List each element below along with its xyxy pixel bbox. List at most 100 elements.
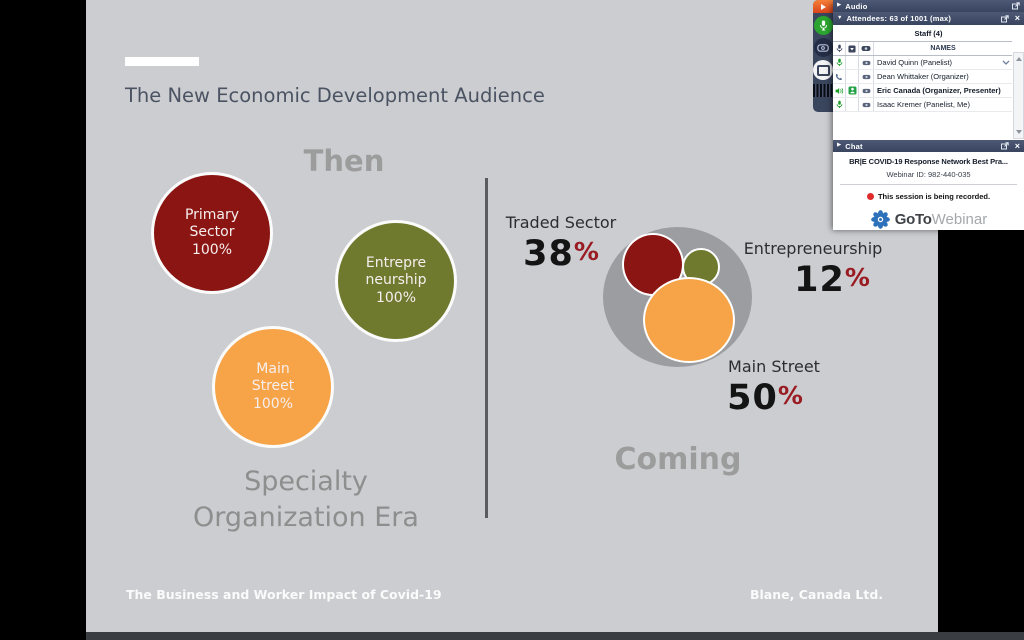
- specialty-era-caption: Specialty Organization Era: [156, 464, 456, 536]
- presentation-slide: The New Economic Development Audience Th…: [86, 0, 938, 632]
- stat-traded-sector: Traded Sector 38%: [461, 212, 661, 278]
- webcam-column-icon: [859, 42, 874, 55]
- collapse-panel-button[interactable]: [813, 0, 833, 13]
- daisy-icon: [870, 210, 890, 229]
- mute-button[interactable]: [813, 16, 833, 35]
- webcam-icon[interactable]: [859, 56, 874, 69]
- audio-section-title: Audio: [845, 1, 868, 11]
- recording-text: This session is being recorded.: [877, 192, 991, 201]
- arrow-right-icon: [820, 3, 826, 10]
- presenter-cell: [846, 98, 859, 111]
- attendees-scrollbar[interactable]: [1013, 52, 1024, 139]
- circle-text: Main: [256, 360, 290, 377]
- stat-percent: %: [777, 381, 803, 410]
- divider: [840, 184, 1017, 185]
- circle-text: Sector: [189, 224, 235, 241]
- stat-label: Traded Sector: [505, 213, 617, 232]
- close-icon[interactable]: ×: [1014, 140, 1020, 151]
- coming-heading: Coming: [614, 442, 742, 477]
- stat-entrepreneurship: Entrepreneurship 12%: [713, 238, 913, 304]
- slide-accent-bar: [125, 57, 199, 66]
- attendee-row[interactable]: David Quinn (Panelist): [833, 56, 1012, 70]
- speaker-active-icon[interactable]: [833, 84, 846, 97]
- webcam-icon[interactable]: [859, 84, 874, 97]
- presenter-cell: [846, 56, 859, 69]
- chat-section-title: Chat: [845, 141, 863, 151]
- webcam-icon[interactable]: [859, 98, 874, 111]
- stat-number: 38: [523, 234, 574, 274]
- circle-text: neurship: [365, 272, 427, 289]
- era-line: Specialty: [244, 466, 368, 497]
- then-heading: Then: [303, 144, 385, 178]
- recording-notice: This session is being recorded.: [833, 192, 1024, 201]
- scroll-down-icon[interactable]: [1016, 130, 1022, 134]
- circle-value: 100%: [375, 289, 417, 306]
- mic-on-icon[interactable]: [833, 56, 846, 69]
- phone-icon[interactable]: [833, 70, 846, 83]
- expand-arrow-icon[interactable]: ▶: [837, 2, 842, 9]
- webinar-topic: BR|E COVID-19 Response Network Best Pra.…: [849, 157, 1008, 166]
- circle-text: Primary: [184, 206, 240, 223]
- circle-text: Street: [251, 378, 295, 395]
- webcam-icon: [817, 43, 829, 52]
- chat-section: BR|E COVID-19 Response Network Best Pra.…: [833, 152, 1024, 230]
- attendee-name: Isaac Kremer (Panelist, Me): [877, 100, 970, 109]
- staff-group-header: Staff (4): [914, 29, 943, 38]
- presenter-badge-icon: [846, 84, 859, 97]
- mic-on-icon[interactable]: [833, 98, 846, 111]
- stat-percent: %: [844, 263, 870, 292]
- presenter-cell: [846, 70, 859, 83]
- webinar-id: Webinar ID: 982-440-035: [886, 170, 971, 179]
- attendee-row[interactable]: Isaac Kremer (Panelist, Me): [833, 98, 1012, 112]
- expand-arrow-icon[interactable]: ▶: [837, 142, 842, 149]
- popout-icon[interactable]: [1012, 2, 1020, 10]
- grab-handle[interactable]: [813, 84, 833, 97]
- attendee-name: Eric Canada (Organizer, Presenter): [877, 86, 1001, 95]
- attendees-list: Staff (4) NAMES: [833, 25, 1024, 140]
- slide-title: The New Economic Development Audience: [125, 84, 545, 107]
- bottom-strip: [86, 632, 1024, 640]
- chat-section-header[interactable]: ▶ Chat ×: [833, 140, 1024, 152]
- gotowebinar-control-panel: ▶ Audio ▼ Attendees: 63 of 1001 (max) × …: [833, 0, 1024, 230]
- stat-number: 50: [727, 378, 778, 418]
- collapse-arrow-icon[interactable]: ▼: [837, 14, 843, 21]
- webcam-icon[interactable]: [859, 70, 874, 83]
- record-dot-icon: [866, 193, 874, 200]
- chevron-down-icon[interactable]: [1002, 58, 1010, 67]
- circle-value: 100%: [252, 395, 294, 412]
- screen-share-button[interactable]: [813, 60, 833, 80]
- stat-percent: %: [573, 237, 599, 266]
- audio-section-header[interactable]: ▶ Audio: [833, 0, 1024, 12]
- names-column-header: NAMES: [930, 45, 956, 52]
- attendee-row[interactable]: Dean Whittaker (Organizer): [833, 70, 1012, 84]
- circle-value: 100%: [191, 241, 233, 258]
- webcam-button[interactable]: [813, 38, 833, 57]
- attendees-section-header[interactable]: ▼ Attendees: 63 of 1001 (max) ×: [833, 12, 1024, 25]
- attendee-name: David Quinn (Panelist): [877, 58, 953, 67]
- popout-icon[interactable]: [1000, 14, 1009, 23]
- stat-label: Main Street: [728, 357, 820, 376]
- attendees-section-title: Attendees: 63 of 1001 (max): [846, 14, 952, 23]
- close-icon[interactable]: ×: [1014, 13, 1020, 23]
- gotowebinar-grab-tab[interactable]: [813, 0, 833, 112]
- vertical-divider: [485, 178, 488, 518]
- attendee-table-header: NAMES: [833, 41, 1012, 56]
- attendee-row[interactable]: Eric Canada (Organizer, Presenter): [833, 84, 1012, 98]
- attendee-name: Dean Whittaker (Organizer): [877, 72, 969, 81]
- stat-main-street: Main Street 50%: [674, 356, 874, 422]
- slide-footer-left: The Business and Worker Impact of Covid-…: [126, 587, 442, 602]
- popout-icon[interactable]: [1000, 142, 1009, 150]
- circle-entrepreneurship: Entrepre neurship 100%: [335, 220, 457, 342]
- stat-label: Entrepreneurship: [743, 239, 883, 258]
- gotowebinar-logo: GoToWebinar: [833, 209, 1024, 230]
- slide-footer-right: Blane, Canada Ltd.: [750, 587, 884, 602]
- logo-goto-text: GoTo: [894, 210, 932, 228]
- circle-main-street: Main Street 100%: [212, 326, 334, 448]
- scroll-up-icon[interactable]: [1016, 57, 1022, 61]
- logo-webinar-text: Webinar: [931, 210, 988, 228]
- microphone-icon: [819, 20, 827, 31]
- presenter-column-icon: [846, 42, 859, 55]
- circle-text: Entrepre: [365, 254, 427, 271]
- stat-number: 12: [794, 260, 845, 300]
